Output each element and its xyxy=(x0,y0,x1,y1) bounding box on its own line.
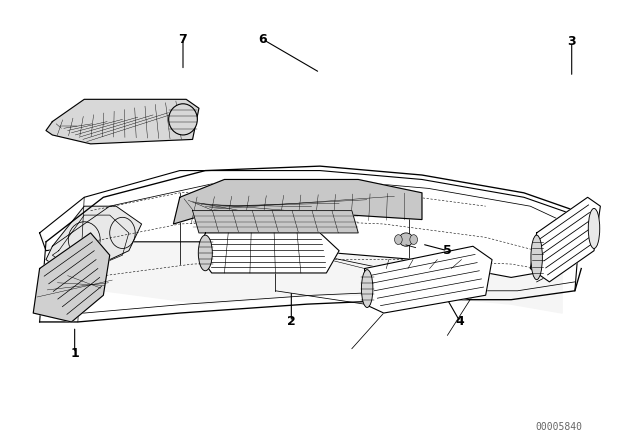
Ellipse shape xyxy=(394,235,402,245)
Text: 2: 2 xyxy=(287,315,296,328)
Polygon shape xyxy=(531,197,600,282)
Polygon shape xyxy=(46,99,199,144)
Ellipse shape xyxy=(169,104,197,135)
Text: 7: 7 xyxy=(179,33,188,46)
Text: 3: 3 xyxy=(568,35,576,48)
Text: 6: 6 xyxy=(259,33,267,46)
Text: 4: 4 xyxy=(456,315,465,328)
Polygon shape xyxy=(40,233,562,313)
Polygon shape xyxy=(199,233,339,273)
Text: 1: 1 xyxy=(70,347,79,360)
Text: 00005840: 00005840 xyxy=(536,422,582,431)
Text: 5: 5 xyxy=(443,244,452,257)
Ellipse shape xyxy=(531,235,542,280)
Polygon shape xyxy=(46,206,141,268)
Ellipse shape xyxy=(362,270,373,307)
Polygon shape xyxy=(40,171,581,277)
Polygon shape xyxy=(173,180,422,224)
Ellipse shape xyxy=(410,235,417,245)
Ellipse shape xyxy=(399,233,413,246)
Polygon shape xyxy=(365,246,492,313)
Polygon shape xyxy=(193,211,358,233)
Ellipse shape xyxy=(588,208,600,249)
Polygon shape xyxy=(33,233,109,322)
Ellipse shape xyxy=(198,235,212,271)
